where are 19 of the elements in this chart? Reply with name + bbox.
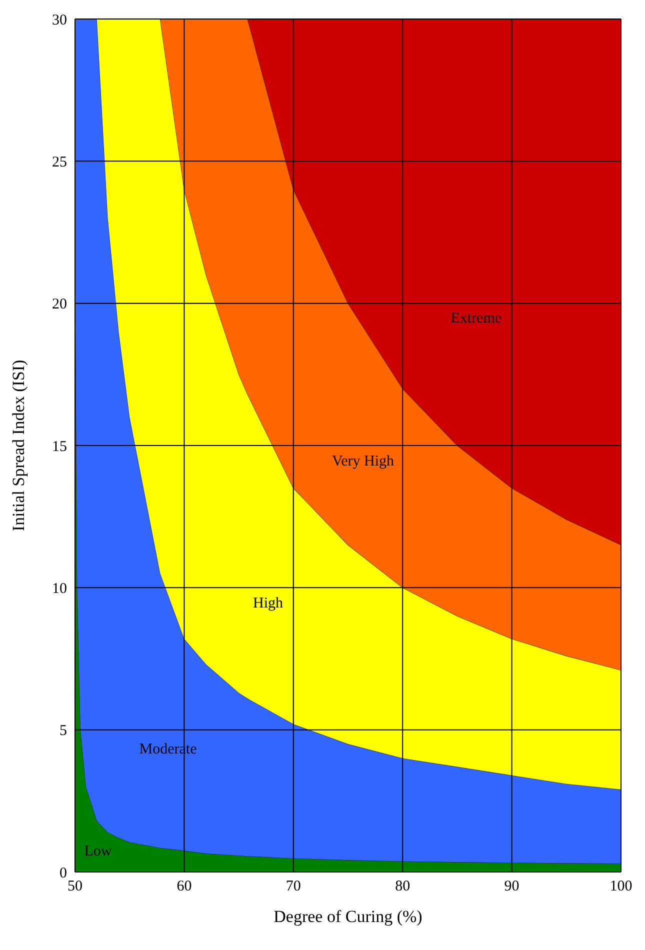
y-tick-label: 10: [52, 580, 67, 597]
x-tick-label: 100: [610, 878, 632, 895]
x-tick-label: 80: [395, 878, 410, 895]
y-tick-label: 0: [60, 865, 67, 882]
x-tick-label: 90: [504, 878, 520, 895]
y-tick-label: 5: [60, 723, 67, 740]
annotation: High: [253, 596, 283, 612]
y-tick-label: 30: [52, 12, 67, 28]
annotation: Extreme: [450, 310, 502, 328]
y-tick-label: 25: [52, 154, 67, 170]
x-tick-label: 70: [286, 878, 301, 895]
x-axis-title: Degree of Curing (%): [274, 907, 422, 926]
x-tick-label: 60: [176, 878, 192, 895]
y-tick-label: 15: [52, 438, 67, 455]
annotation: Low: [84, 844, 112, 860]
annotation: Very High: [332, 454, 394, 470]
y-tick-label: 20: [52, 296, 67, 313]
y-axis-title: Initial Spread Index (ISI): [9, 360, 28, 532]
x-tick-label: 50: [68, 878, 82, 895]
